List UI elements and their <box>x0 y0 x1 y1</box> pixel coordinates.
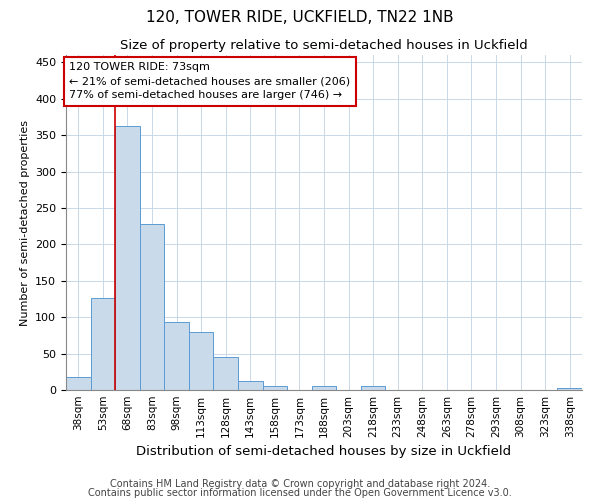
Bar <box>189 332 214 390</box>
Bar <box>164 322 189 390</box>
Bar <box>312 386 336 390</box>
Bar <box>557 388 582 390</box>
Y-axis label: Number of semi-detached properties: Number of semi-detached properties <box>20 120 29 326</box>
Bar <box>140 224 164 390</box>
Bar <box>361 386 385 390</box>
Bar <box>91 298 115 390</box>
Text: 120, TOWER RIDE, UCKFIELD, TN22 1NB: 120, TOWER RIDE, UCKFIELD, TN22 1NB <box>146 10 454 25</box>
X-axis label: Distribution of semi-detached houses by size in Uckfield: Distribution of semi-detached houses by … <box>136 446 512 458</box>
Bar <box>115 126 140 390</box>
Bar <box>66 377 91 390</box>
Text: 120 TOWER RIDE: 73sqm
← 21% of semi-detached houses are smaller (206)
77% of sem: 120 TOWER RIDE: 73sqm ← 21% of semi-deta… <box>69 62 350 100</box>
Text: Contains HM Land Registry data © Crown copyright and database right 2024.: Contains HM Land Registry data © Crown c… <box>110 479 490 489</box>
Text: Contains public sector information licensed under the Open Government Licence v3: Contains public sector information licen… <box>88 488 512 498</box>
Bar <box>263 386 287 390</box>
Bar <box>238 380 263 390</box>
Title: Size of property relative to semi-detached houses in Uckfield: Size of property relative to semi-detach… <box>120 40 528 52</box>
Bar <box>214 357 238 390</box>
